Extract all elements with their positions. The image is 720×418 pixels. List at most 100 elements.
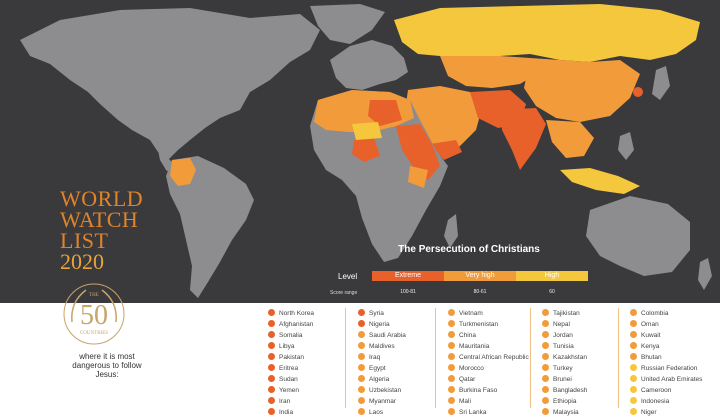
rank-dot-icon [630, 374, 637, 382]
country-name: Burkina Faso [459, 387, 498, 394]
country-list-item: Egypt [358, 363, 406, 374]
country-list-item: Burkina Faso [448, 385, 529, 396]
legend-level-label: Level [338, 272, 358, 281]
country-list-item: Kenya [630, 341, 702, 352]
column-divider [530, 308, 531, 408]
country-name: India [279, 409, 294, 416]
rank-dot-icon [448, 385, 455, 393]
country-column-5: Colombia Oman Kuwait Kenya Bhutan Russian Fed… [630, 308, 702, 418]
rank-dot-icon [268, 407, 275, 415]
rank-dot-icon [630, 341, 637, 349]
country-name: Nigeria [369, 321, 390, 328]
country-list-item: Somalia [268, 330, 314, 341]
country-name: Tajikistan [553, 310, 580, 317]
country-list-item: Indonesia [630, 396, 702, 407]
country-name: Niger [641, 409, 657, 416]
north-america-landmass [20, 8, 320, 160]
country-list-item: Mauritania [448, 341, 529, 352]
column-divider [345, 308, 346, 408]
map-svg [20, 4, 712, 298]
title-year: 2020 [60, 249, 104, 274]
philippines-landmass [618, 132, 634, 160]
legend-swatch-extreme: Extreme [372, 271, 444, 281]
country-name: Eritrea [279, 365, 299, 372]
title-line-1: WORLD [60, 186, 144, 211]
rank-dot-icon [268, 396, 275, 404]
country-list-item: Russian Federation [630, 363, 702, 374]
europe-landmass [330, 40, 408, 90]
country-name: Nepal [553, 321, 570, 328]
country-name: Russian Federation [641, 365, 698, 372]
country-name: Central African Republic [459, 354, 529, 361]
country-name: Iran [279, 398, 291, 405]
country-name: Jordan [553, 332, 573, 339]
rank-dot-icon [630, 352, 637, 360]
rank-dot-icon [268, 363, 275, 371]
niger-region [352, 122, 382, 140]
country-list-item: Maldives [358, 341, 406, 352]
country-list-item: Bhutan [630, 352, 702, 363]
country-name: China [459, 332, 476, 339]
legend-extreme-label: Extreme [394, 272, 422, 279]
country-name: Maldives [369, 343, 395, 350]
yemen-region [430, 140, 462, 160]
rank-dot-icon [542, 341, 549, 349]
country-list-item: Kazakhstan [542, 352, 587, 363]
country-name: Libya [279, 343, 295, 350]
country-list-item: Kuwait [630, 330, 702, 341]
india-region [500, 108, 546, 170]
country-name: Sri Lanka [459, 409, 487, 416]
country-list-item: Syria [358, 308, 406, 319]
rank-dot-icon [358, 385, 365, 393]
greenland-landmass [310, 4, 385, 44]
libya-region [368, 100, 402, 126]
rank-dot-icon [268, 330, 275, 338]
country-name: Afghanistan [279, 321, 314, 328]
rank-dot-icon [358, 319, 365, 327]
country-list-item: Iraq [358, 352, 406, 363]
rank-dot-icon [268, 319, 275, 327]
rank-dot-icon [630, 396, 637, 404]
rank-dot-icon [542, 407, 549, 415]
country-name: United Arab Emirates [641, 376, 703, 383]
country-name: Cameroon [641, 387, 672, 394]
country-name: Laos [369, 409, 384, 416]
map-title: WORLD WATCH LIST 2020 [60, 188, 180, 273]
country-list-item: India [268, 407, 314, 418]
country-list-item: Oman [630, 319, 702, 330]
country-list-item: Algeria [358, 374, 406, 385]
country-column-1: North Korea Afghanistan Somalia Libya Pakist… [268, 308, 314, 418]
legend-very-high-label: Very high [465, 272, 495, 279]
horn-of-africa-region [396, 124, 440, 180]
country-list-item: Malaysia [542, 407, 587, 418]
country-list-item: Brunei [542, 374, 587, 385]
country-name: North Korea [279, 310, 315, 317]
logo-number: 50 [80, 300, 108, 331]
country-name: Turkmenistan [459, 321, 499, 328]
rank-dot-icon [630, 308, 637, 316]
country-name: Tunisia [553, 343, 574, 350]
country-list-item: United Arab Emirates [630, 374, 702, 385]
rank-dot-icon [448, 341, 455, 349]
rank-dot-icon [542, 396, 549, 404]
country-list-item: Qatar [448, 374, 529, 385]
rank-dot-icon [542, 385, 549, 393]
country-list-item: Saudi Arabia [358, 330, 406, 341]
rank-dot-icon [448, 319, 455, 327]
country-list-item: Uzbekistan [358, 385, 406, 396]
country-list-item: Ethiopia [542, 396, 587, 407]
madagascar-landmass [444, 214, 458, 248]
country-list-item: Sudan [268, 374, 314, 385]
country-name: Bangladesh [553, 387, 588, 394]
japan-landmass [652, 66, 670, 100]
country-list-item: Afghanistan [268, 319, 314, 330]
country-name: Myanmar [369, 398, 397, 405]
rank-dot-icon [358, 330, 365, 338]
rank-dot-icon [630, 319, 637, 327]
country-name: Vietnam [459, 310, 483, 317]
country-list-item: Turkmenistan [448, 319, 529, 330]
new-zealand-landmass [698, 258, 712, 290]
country-name: Brunei [553, 376, 572, 383]
rank-dot-icon [448, 374, 455, 382]
country-list-item: Colombia [630, 308, 702, 319]
